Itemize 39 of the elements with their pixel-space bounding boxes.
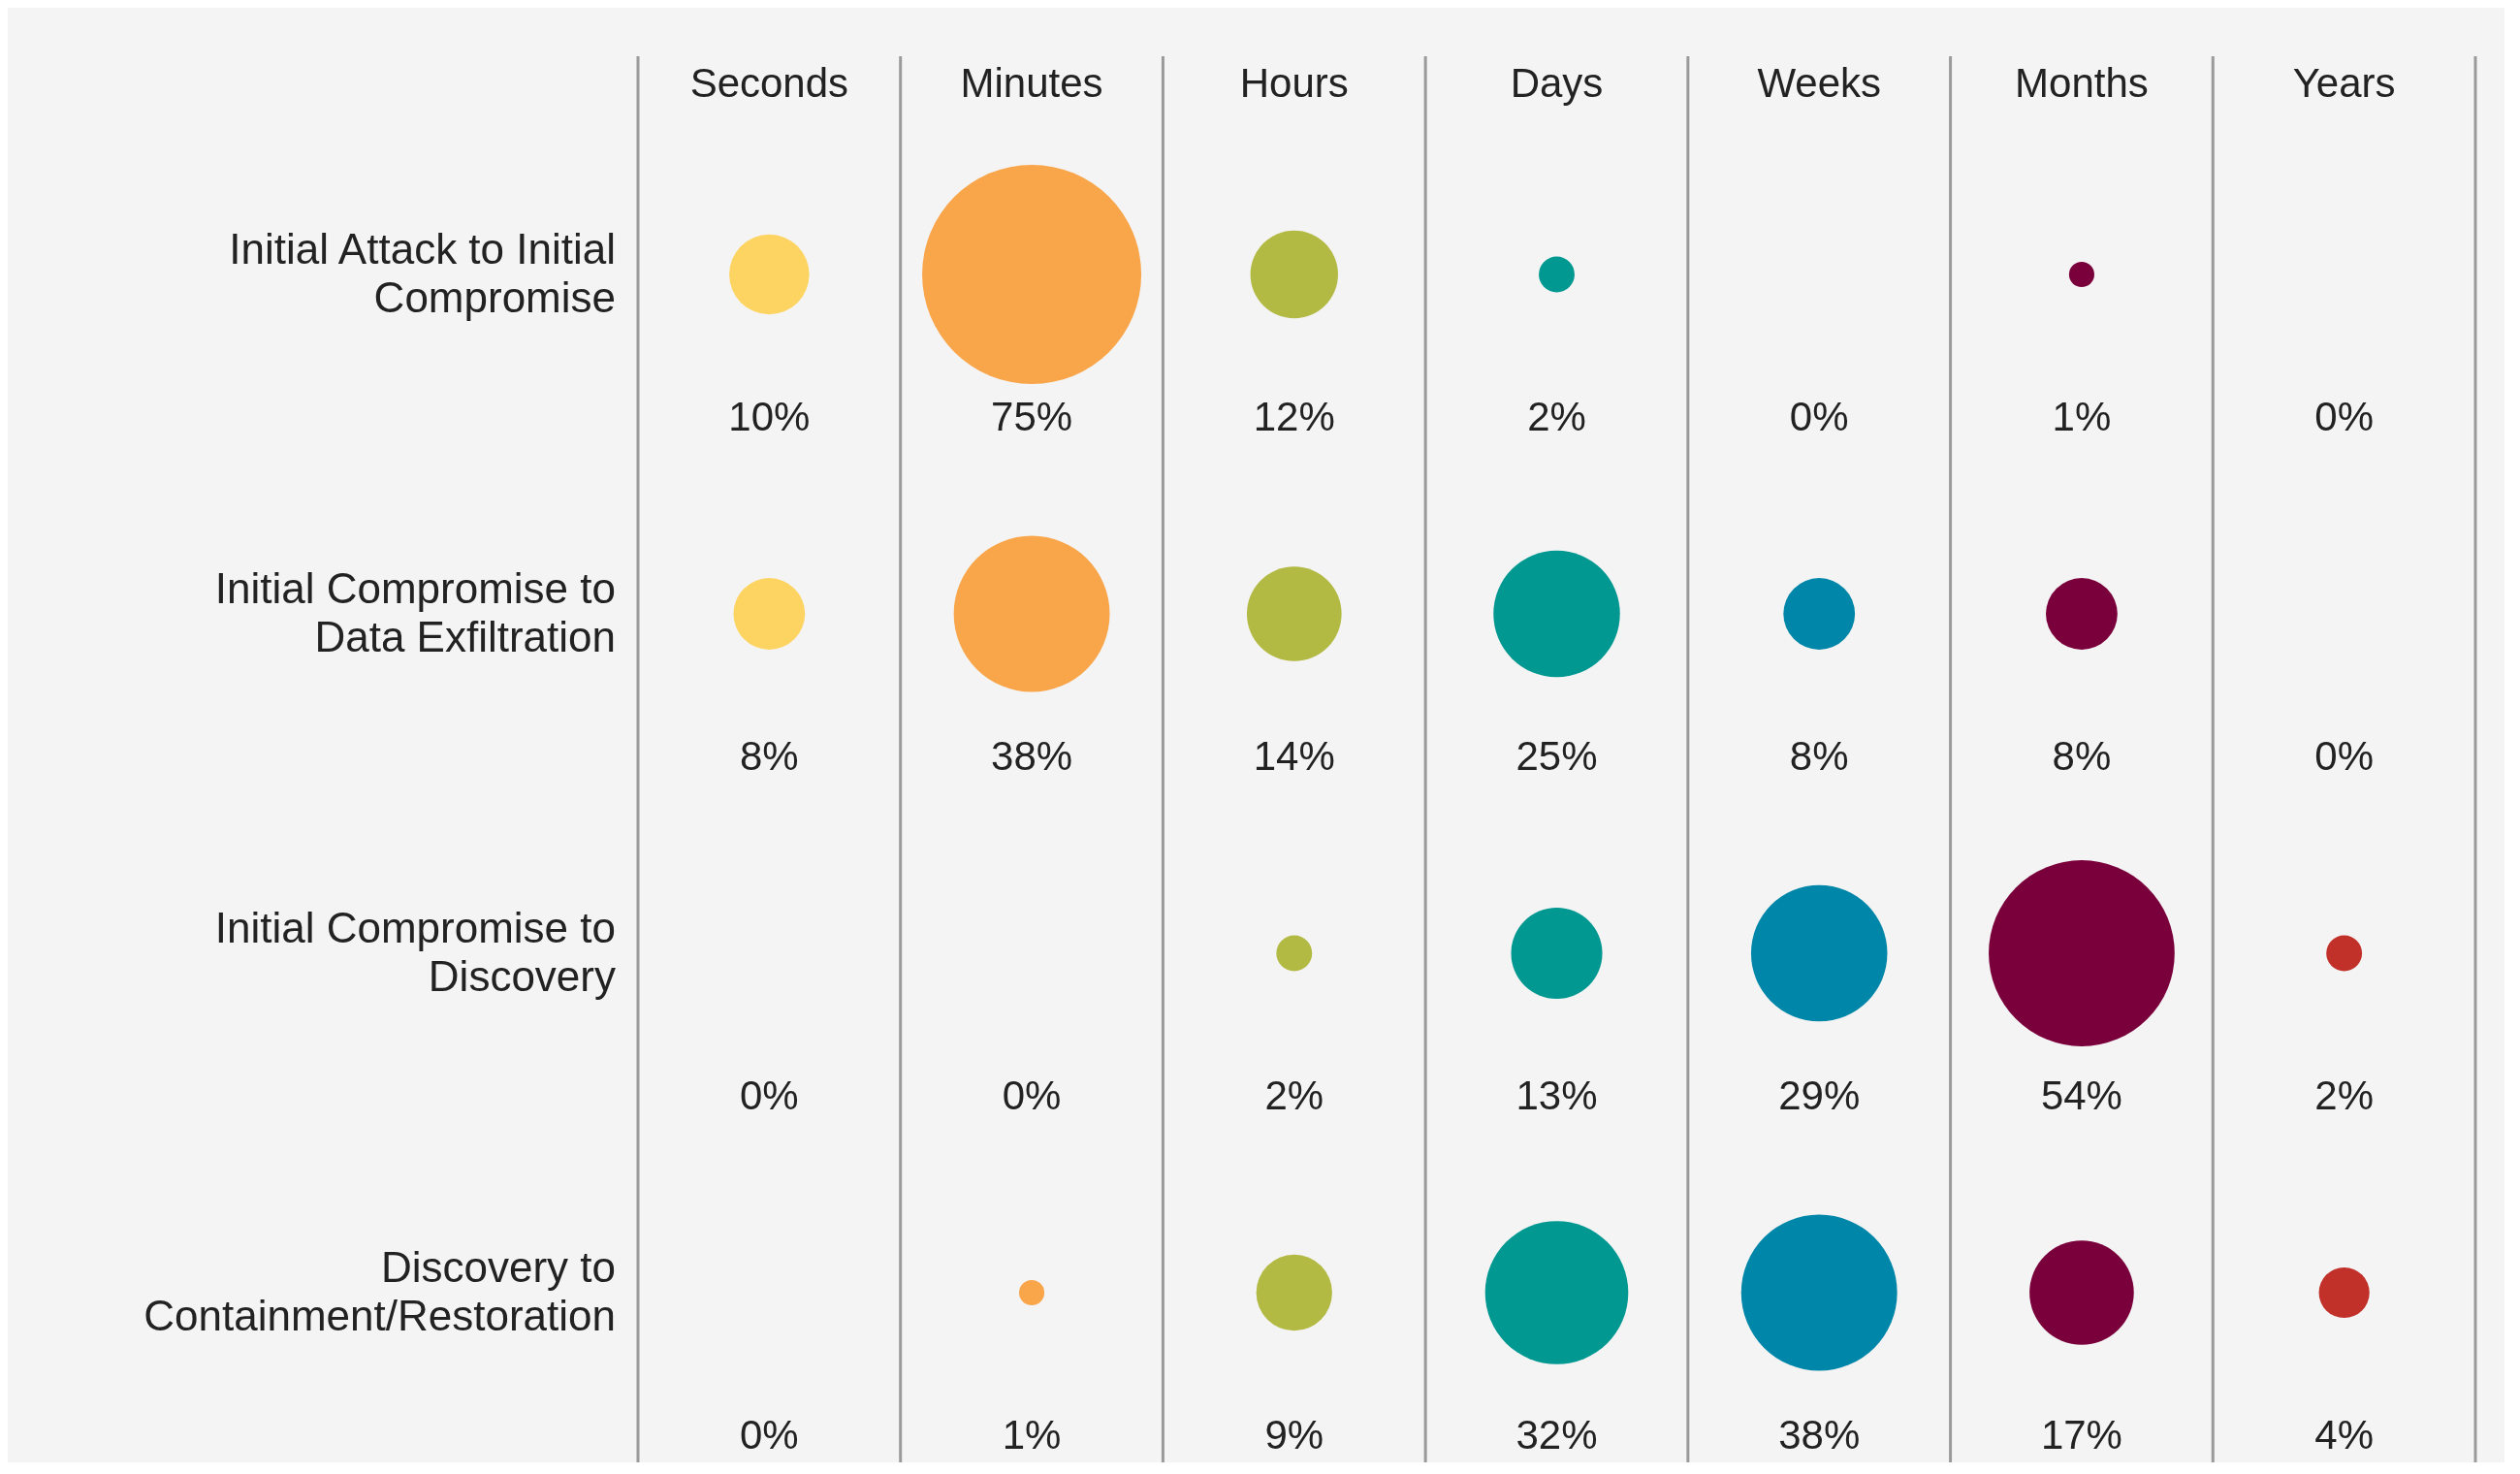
data-label: 17%	[2040, 1412, 2122, 1458]
data-label: 75%	[991, 394, 1073, 440]
data-label: 2%	[1264, 1073, 1324, 1119]
data-label: 14%	[1253, 733, 1335, 780]
data-label: 0%	[2314, 733, 2374, 780]
data-label: 2%	[2314, 1073, 2374, 1119]
data-label: 10%	[728, 394, 811, 440]
data-label: 0%	[1789, 394, 1849, 440]
data-label: 38%	[1778, 1412, 1861, 1458]
data-label: 4%	[2314, 1412, 2374, 1458]
data-label: 0%	[1002, 1073, 1062, 1119]
category-label: Minutes	[960, 60, 1103, 106]
text: Initial Attack to Initial Compromise	[229, 225, 616, 321]
category-label: Seconds	[689, 60, 849, 106]
data-label: 25%	[1515, 733, 1598, 780]
data-label: 8%	[740, 733, 799, 780]
category-label: Weeks	[1757, 60, 1882, 106]
text: Discovery to Containment/Restoration	[144, 1243, 616, 1339]
data-label: 32%	[1515, 1412, 1598, 1458]
text: Initial Compromise to Data Exfiltration	[214, 564, 616, 660]
data-label: 54%	[2040, 1073, 2122, 1119]
category-label: Months	[2015, 60, 2149, 106]
data-label: 0%	[740, 1412, 799, 1458]
data-label: 12%	[1253, 394, 1335, 440]
category-label: Hours	[1239, 60, 1349, 106]
data-label: 1%	[1002, 1412, 1062, 1458]
data-label: 0%	[2314, 394, 2374, 440]
category-label: Days	[1510, 60, 1604, 106]
data-label: 38%	[991, 733, 1073, 780]
data-label: 9%	[1264, 1412, 1324, 1458]
text: Initial Compromise to Discovery	[214, 904, 616, 1000]
data-label: 13%	[1515, 1073, 1598, 1119]
category-label: Years	[2292, 60, 2396, 106]
data-label: 8%	[1789, 733, 1849, 780]
data-label: 2%	[1527, 394, 1586, 440]
data-label: 8%	[2052, 733, 2112, 780]
data-label: 1%	[2052, 394, 2112, 440]
data-label: 0%	[740, 1073, 799, 1119]
data-label: 29%	[1778, 1073, 1861, 1119]
